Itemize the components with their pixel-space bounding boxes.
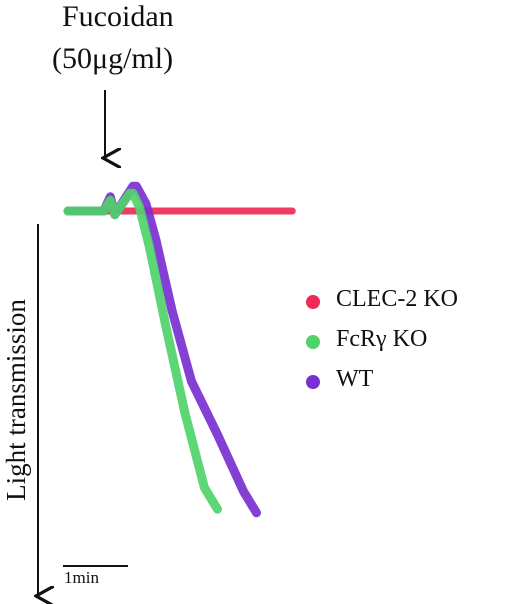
trace-wt bbox=[63, 181, 261, 518]
y-axis-label: Light transmission bbox=[1, 299, 31, 501]
stimulus-title: Fucoidan bbox=[62, 0, 174, 33]
stimulus-dose: (50μg/ml) bbox=[52, 42, 174, 75]
legend-marker bbox=[306, 295, 320, 309]
traces-group bbox=[63, 181, 296, 518]
legend-marker bbox=[306, 335, 320, 349]
legend-label: FcRγ KO bbox=[336, 326, 428, 352]
scale-bar-label: 1min bbox=[64, 568, 99, 587]
legend-marker bbox=[306, 375, 320, 389]
legend-label: CLEC-2 KO bbox=[336, 286, 458, 312]
legend-label: WT bbox=[336, 366, 374, 392]
trace-fcr-ko bbox=[63, 188, 222, 514]
